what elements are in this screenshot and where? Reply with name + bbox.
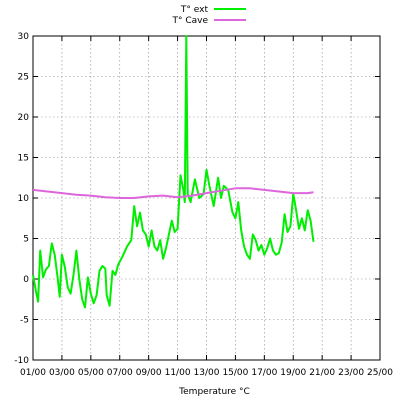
x-tick-label: 05/00 [78, 368, 104, 378]
legend-entry-label: T° Cave [171, 16, 208, 26]
series-lines [32, 35, 315, 309]
y-tick-label: 25 [18, 73, 29, 83]
legend-entry-label: T° ext [180, 5, 209, 15]
x-tick-label: 13/00 [194, 368, 220, 378]
y-tick-label: -5 [20, 316, 29, 326]
y-tick-label: 5 [23, 235, 29, 245]
x-tick-label: 07/00 [107, 368, 133, 378]
x-tick-label: 01/00 [20, 368, 46, 378]
axes: -10 -5 0 5 10 15 20 25 30 01/00 03/00 05/00 07/00 09/… [14, 32, 393, 378]
x-tick-label: 17/00 [251, 368, 277, 378]
x-tick-label: 21/00 [309, 368, 335, 378]
y-tick-label: 30 [18, 32, 30, 42]
x-axis-label: Temperature °C [178, 387, 250, 397]
y-tick-label: 0 [23, 275, 29, 285]
x-tick-label: 19/00 [280, 368, 306, 378]
x-tick-label: 11/00 [165, 368, 191, 378]
x-tick-label: 15/00 [222, 368, 248, 378]
y-tick-label: 15 [18, 154, 29, 164]
series-line-ext [32, 35, 315, 309]
y-tick-label: -10 [14, 356, 29, 366]
y-tick-label: 20 [18, 113, 30, 123]
x-tick-label: 09/00 [136, 368, 162, 378]
x-tick-label: 25/00 [367, 368, 393, 378]
x-tick-label: 23/00 [338, 368, 364, 378]
x-tick-label: 03/00 [49, 368, 75, 378]
y-tick-label: 10 [18, 194, 30, 204]
grid-lines [33, 36, 380, 360]
series-line-cave [32, 187, 314, 199]
